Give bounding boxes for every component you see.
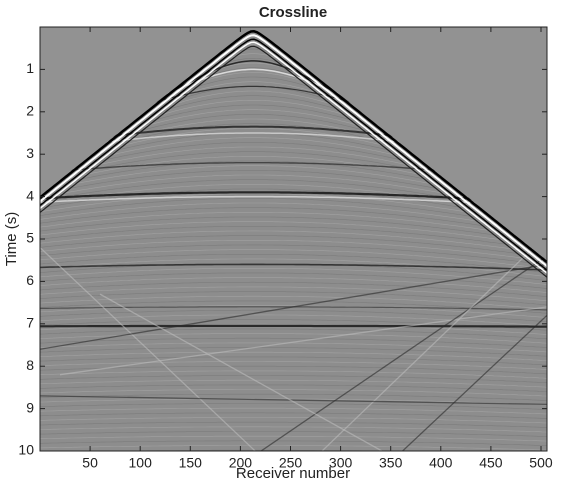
reflection xyxy=(40,324,547,328)
texture-line xyxy=(40,407,547,415)
texture-line xyxy=(40,337,547,349)
texture-line xyxy=(40,249,547,270)
texture-line xyxy=(40,198,547,232)
texture-line xyxy=(40,417,547,424)
y-tick-label: 9 xyxy=(26,399,34,415)
texture-line xyxy=(40,351,547,362)
y-tick-label: 5 xyxy=(26,230,34,246)
first-break xyxy=(40,45,547,278)
y-tick-label: 8 xyxy=(26,357,34,373)
noise-line xyxy=(40,395,547,406)
texture-line xyxy=(40,309,547,323)
texture-line xyxy=(40,207,547,238)
texture-line xyxy=(40,295,547,310)
texture-line xyxy=(40,421,547,428)
x-axis-label: Receiver number xyxy=(236,465,350,482)
texture-line xyxy=(40,393,547,401)
texture-line xyxy=(40,268,547,286)
texture-line xyxy=(40,212,547,241)
y-tick-label: 2 xyxy=(26,103,34,119)
texture-line xyxy=(40,272,547,290)
x-tick-label: 200 xyxy=(229,455,253,471)
y-axis-label: Time (s) xyxy=(3,212,20,266)
y-tick-label: 7 xyxy=(26,315,34,331)
first-break xyxy=(40,30,547,264)
x-tick-label: 400 xyxy=(429,455,453,471)
y-tick-label: 6 xyxy=(26,272,34,288)
texture-line xyxy=(40,235,547,259)
texture-line xyxy=(40,379,547,388)
x-tick-label: 450 xyxy=(479,455,503,471)
texture-line xyxy=(40,440,547,446)
texture-line xyxy=(40,291,547,306)
texture-line xyxy=(40,342,547,353)
reflection xyxy=(40,195,547,209)
x-tick-label: 250 xyxy=(279,455,303,471)
texture-line xyxy=(40,384,547,393)
noise-line xyxy=(229,255,547,451)
texture-line xyxy=(40,226,547,252)
texture-line xyxy=(40,449,547,451)
noise-line xyxy=(299,234,547,451)
noise-line xyxy=(99,293,421,451)
chart-title: Crossline xyxy=(259,4,327,21)
texture-line xyxy=(40,277,547,294)
texture-line xyxy=(40,258,547,278)
reflection xyxy=(40,191,547,206)
texture-line xyxy=(40,398,547,406)
noise-line xyxy=(59,306,547,376)
texture-line xyxy=(40,328,547,340)
first-break xyxy=(40,34,547,268)
texture-line xyxy=(40,314,547,327)
texture-line xyxy=(40,431,547,437)
y-tick-label: 10 xyxy=(18,442,34,458)
x-tick-label: 350 xyxy=(379,455,403,471)
noise-line xyxy=(40,247,301,451)
x-tick-label: 150 xyxy=(179,455,203,471)
x-tick-label: 500 xyxy=(529,455,553,471)
texture-line xyxy=(40,347,547,357)
y-tick-label: 3 xyxy=(26,145,34,161)
x-tick-label: 100 xyxy=(129,455,153,471)
texture-line xyxy=(40,356,547,366)
first-break xyxy=(40,38,547,272)
texture-line xyxy=(40,216,547,245)
x-tick-label: 50 xyxy=(82,455,98,471)
texture-line xyxy=(40,365,547,375)
texture-line xyxy=(40,403,547,410)
y-tick-label: 4 xyxy=(26,187,34,203)
noise-line xyxy=(40,263,547,350)
first-break xyxy=(40,41,547,275)
texture-line xyxy=(40,370,547,379)
texture-line xyxy=(40,426,547,433)
x-tick-label: 300 xyxy=(329,455,353,471)
texture-line xyxy=(40,254,547,274)
texture-line xyxy=(40,412,547,419)
texture-line xyxy=(40,221,547,248)
texture-line xyxy=(40,300,547,314)
texture-line xyxy=(40,435,547,442)
texture-line xyxy=(40,361,547,370)
texture-line xyxy=(40,286,547,302)
texture-line xyxy=(40,281,547,298)
reflection xyxy=(40,263,547,271)
texture-line xyxy=(40,240,547,263)
texture-line xyxy=(40,319,547,331)
y-tick-label: 1 xyxy=(26,60,34,76)
texture-line xyxy=(40,445,547,451)
texture-line xyxy=(40,202,547,235)
texture-line xyxy=(40,375,547,384)
texture-line xyxy=(40,244,547,266)
noise-line xyxy=(379,314,547,451)
texture-line xyxy=(40,230,547,255)
